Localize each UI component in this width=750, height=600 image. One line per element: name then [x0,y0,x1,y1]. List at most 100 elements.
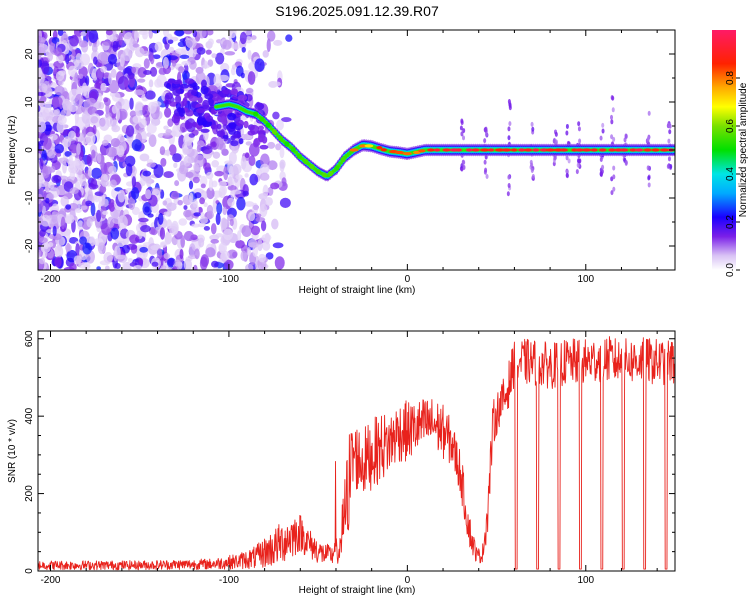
leakage-streak [610,119,614,125]
noise-cell [188,243,196,257]
y-tick-label: 400 [24,407,35,424]
noise-cell [90,72,96,79]
noise-cell [267,141,276,149]
noise-cell [221,115,227,125]
noise-cell [75,243,80,256]
noise-cell [237,94,248,101]
noise-cell [228,122,237,128]
leakage-streak [668,129,672,135]
x-tick-label: -100 [219,274,239,285]
leakage-streak [647,182,651,188]
leakage-streak [460,131,464,137]
noise-cell [235,239,245,249]
noise-cell [65,243,72,252]
noise-cell [211,180,218,188]
noise-cell [210,141,217,148]
ridge-peak [651,148,660,152]
noise-cell [244,201,255,207]
noise-cell [97,242,106,255]
noise-cell [89,113,101,124]
noise-cell [207,38,214,46]
noise-cell [222,89,231,95]
noise-cell [212,151,221,159]
noise-cell [93,100,102,110]
noise-cell [55,152,62,157]
noise-cell [122,48,133,62]
noise-cell [105,30,113,36]
leakage-streak [667,122,671,128]
leakage-streak [565,172,569,178]
noise-cell [227,112,237,121]
leakage-streak [578,138,582,144]
noise-cell [171,114,181,124]
noise-cell [117,254,128,263]
noise-cell [63,136,72,148]
y-tick-label: 0 [24,147,35,153]
noise-cell [188,180,194,190]
noise-cell [62,98,71,111]
noise-cell [160,157,167,167]
noise-cell [51,214,58,224]
noise-cell [60,195,69,207]
noise-cell [281,177,287,187]
leakage-streak [530,162,534,168]
noise-cell [54,143,65,154]
noise-cell [210,108,216,115]
noise-cell [200,183,206,189]
ridge-peak [480,148,490,152]
noise-cell [179,83,190,89]
leakage-streak [575,169,579,175]
y-tick-label: 0 [24,568,35,574]
noise-cell [236,230,242,241]
noise-cell [86,218,93,228]
leakage-streak [531,174,535,180]
noise-cell [246,247,252,257]
leakage-streak [646,136,650,142]
leakage-streak [601,122,605,128]
noise-cell [162,200,168,206]
leakage-streak [666,163,670,169]
noise-cell [203,60,208,70]
noise-cell [107,53,118,65]
noise-cell [193,264,198,270]
leakage-streak [577,121,581,127]
noise-cell [148,134,157,147]
noise-cell [101,139,109,146]
noise-cell [57,114,67,126]
noise-cell [162,132,172,137]
noise-cell [102,210,109,216]
noise-cell [245,88,254,94]
ridge-peak [427,148,435,152]
ridge-peak [328,170,334,177]
ridge-peak [581,148,592,152]
noise-cell [181,60,191,66]
noise-cell [78,40,88,48]
noise-cell [224,51,236,56]
noise-cell [177,41,186,48]
leakage-streak [646,165,650,171]
noise-cell [151,101,162,107]
noise-cell [142,170,152,177]
noise-cell [197,30,207,39]
noise-cell [256,130,265,135]
noise-cell [142,201,153,216]
ridge-peak [501,148,512,152]
noise-cell [171,220,179,235]
ridge-peak [402,152,412,156]
noise-cell [69,35,79,47]
noise-cell [165,149,171,157]
noise-cell [47,151,56,159]
ridge-peak [290,146,296,153]
noise-cell [86,154,93,167]
leakage-streak [667,156,671,162]
noise-cell [228,151,237,165]
noise-cell [40,214,52,227]
noise-cell [192,199,198,208]
ridge-peak [471,148,480,152]
noise-cell [125,125,135,137]
noise-cell [271,218,279,230]
noise-cell [178,107,186,118]
noise-cell [220,250,230,261]
noise-cell [211,260,219,268]
noise-cell [87,106,98,116]
